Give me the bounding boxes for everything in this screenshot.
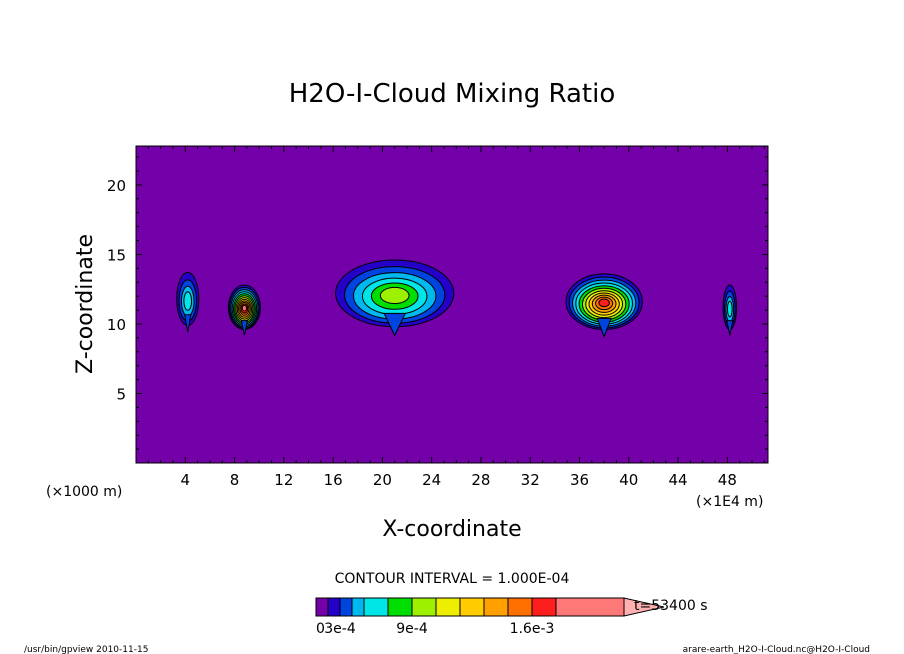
colorbar-label: 1.6e-3 <box>510 621 555 637</box>
x-unit-label: (×1E4 m) <box>696 494 763 510</box>
x-tick-label: 4 <box>181 471 191 489</box>
cell-tail <box>596 317 612 339</box>
x-tick-label: 44 <box>669 471 688 489</box>
chart-title: H2O-I-Cloud Mixing Ratio <box>289 79 616 109</box>
x-axis-label: X-coordinate <box>382 517 521 542</box>
colorbar-cell <box>411 597 437 617</box>
plot-frame <box>135 145 769 464</box>
colorbar-label: 0 <box>316 621 325 637</box>
colorbar-cell <box>555 597 625 617</box>
colorbar-cell <box>363 597 389 617</box>
time-label: t=53400 s <box>634 598 708 614</box>
cell-tail <box>240 320 249 336</box>
x-tick-label: 20 <box>373 471 392 489</box>
colorbar-cell <box>387 597 413 617</box>
x-tick-label: 32 <box>521 471 540 489</box>
contour-level <box>379 286 410 305</box>
cell-tail <box>383 312 407 337</box>
contour-level <box>598 298 610 308</box>
x-tick-label: 48 <box>718 471 737 489</box>
colorbar-cell <box>315 597 329 617</box>
colorbar-cell <box>459 597 485 617</box>
contour-level <box>183 291 193 311</box>
colorbar-cell <box>351 597 365 617</box>
y-unit-label: (×1000 m) <box>46 484 122 500</box>
colorbar-label: 9e-4 <box>396 621 428 637</box>
footer-right: arare-earth_H2O-I-Cloud.nc@H2O-I-Cloud <box>683 645 870 654</box>
colorbar-cell <box>531 597 557 617</box>
y-tick-label: 20 <box>107 177 126 195</box>
colorbar-cell <box>483 597 509 617</box>
colorbar-cell <box>507 597 533 617</box>
y-tick-label: 5 <box>116 385 126 403</box>
cell-tail <box>184 314 192 333</box>
cloud-cell <box>565 273 643 339</box>
x-tick-label: 12 <box>274 471 293 489</box>
footer-left: /usr/bin/gpview 2010-11-15 <box>24 645 148 654</box>
cloud-cell <box>722 284 738 336</box>
x-tick-label: 24 <box>422 471 441 489</box>
colorbar-cell <box>327 597 341 617</box>
colorbar-cell <box>435 597 461 617</box>
cloud-cells <box>176 259 738 339</box>
cloud-cell <box>176 272 200 333</box>
cloud-cell <box>335 259 455 337</box>
contour-level <box>726 300 733 318</box>
colorbar-label: 3e-4 <box>324 621 356 637</box>
colorbar-cell <box>339 597 353 617</box>
x-tick-label: 28 <box>471 471 490 489</box>
x-tick-label: 40 <box>619 471 638 489</box>
contour-level <box>241 304 247 312</box>
contour-interval-label: CONTOUR INTERVAL = 1.000E-04 <box>335 571 570 587</box>
colorbar-arrow <box>623 597 665 617</box>
y-tick-label: 15 <box>107 246 126 264</box>
x-tick-label: 8 <box>230 471 240 489</box>
colorbar: 0 3e-4 9e-4 1.6e-3 <box>315 597 665 637</box>
cell-tail <box>726 320 734 336</box>
x-tick-label: 16 <box>324 471 343 489</box>
cloud-cell <box>227 284 261 336</box>
x-tick-label: 36 <box>570 471 589 489</box>
y-tick-label: 10 <box>107 316 126 334</box>
y-axis-label: Z-coordinate <box>73 234 98 374</box>
